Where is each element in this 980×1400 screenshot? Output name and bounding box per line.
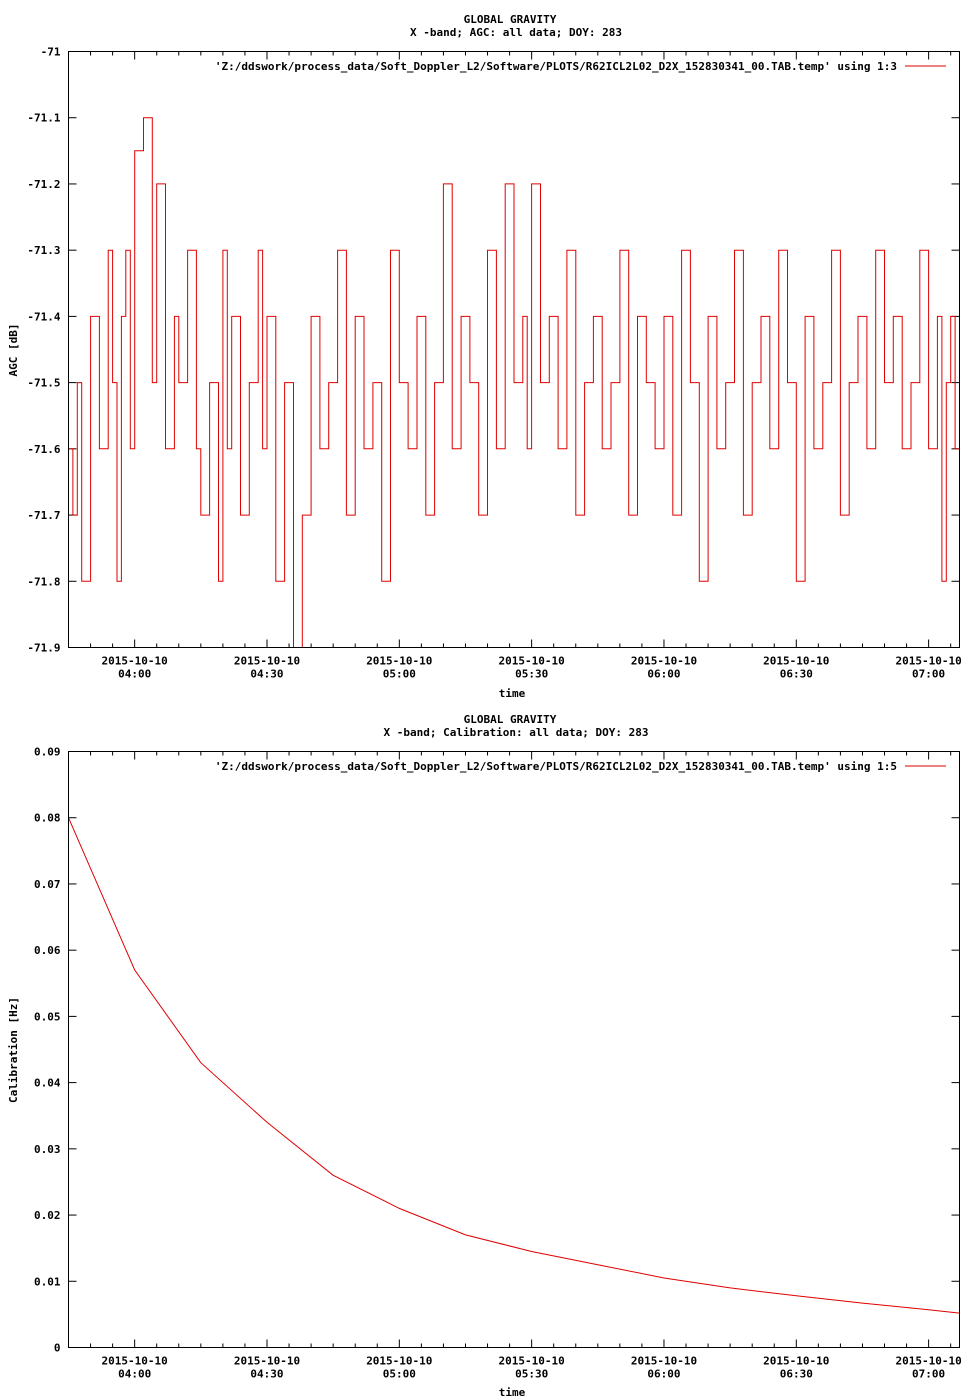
legend-label: 'Z:/ddswork/process_data/Soft_Doppler_L2… <box>215 60 897 73</box>
x-tick-time: 04:00 <box>118 1368 151 1381</box>
plot-frame <box>68 51 960 648</box>
ticks: -71 -71.1 -71.2 -71.3 -71.4 -71.5 -71.6 -71.7 -7… <box>27 46 961 681</box>
series-marks <box>68 817 960 1314</box>
x-tick-date: 2015-10-10 <box>102 655 168 668</box>
y-tick-label: -71.9 <box>27 642 60 655</box>
series-line-0 <box>68 817 960 1314</box>
x-tick-time: 04:30 <box>250 668 283 681</box>
x-tick-time: 05:30 <box>515 668 548 681</box>
y-tick-label: 0.03 <box>34 1143 61 1156</box>
y-tick-label: 0 <box>54 1342 61 1355</box>
x-tick-date: 2015-10-10 <box>234 655 300 668</box>
y-axis-label: Calibration [Hz] <box>7 997 20 1103</box>
y-tick-label: 0.02 <box>34 1209 61 1222</box>
chart-title: GLOBAL GRAVITY <box>464 713 557 726</box>
x-tick-time: 06:30 <box>780 668 813 681</box>
x-tick-time: 07:00 <box>912 1368 945 1381</box>
y-tick-label: -71 <box>41 46 61 59</box>
x-tick-time: 05:00 <box>383 1368 416 1381</box>
chart-subtitle: X -band; AGC: all data; DOY: 283 <box>410 26 622 39</box>
x-axis-label: time <box>499 1386 526 1399</box>
x-tick-date: 2015-10-10 <box>234 1355 300 1368</box>
agc-chart: GLOBAL GRAVITY X -band; AGC: all data; D… <box>7 13 962 700</box>
y-tick-label: -71.6 <box>27 443 60 456</box>
calibration-chart: GLOBAL GRAVITY X -band; Calibration: all… <box>7 713 962 1399</box>
x-tick-date: 2015-10-10 <box>102 1355 168 1368</box>
x-tick-date: 2015-10-10 <box>763 1355 829 1368</box>
x-axis-label: time <box>499 687 526 700</box>
y-tick-label: 0.07 <box>34 878 61 891</box>
y-tick-label: -71.1 <box>27 112 60 125</box>
series-line-0 <box>68 117 960 648</box>
x-tick-time: 05:30 <box>515 1368 548 1381</box>
y-tick-label: -71.5 <box>27 377 60 390</box>
x-tick-date: 2015-10-10 <box>896 655 962 668</box>
chart-subtitle: X -band; Calibration: all data; DOY: 283 <box>384 726 649 739</box>
y-tick-label: -71.2 <box>27 178 60 191</box>
y-tick-label: 0.01 <box>34 1275 61 1288</box>
y-tick-label: 0.08 <box>34 812 61 825</box>
y-tick-label: -71.7 <box>27 509 60 522</box>
y-tick-label: 0.05 <box>34 1010 61 1023</box>
x-tick-time: 04:30 <box>250 1368 283 1381</box>
x-tick-date: 2015-10-10 <box>631 1355 697 1368</box>
x-tick-time: 07:00 <box>912 668 945 681</box>
x-tick-time: 04:00 <box>118 668 151 681</box>
x-tick-time: 05:00 <box>383 668 416 681</box>
y-tick-label: 0.09 <box>34 746 61 759</box>
x-tick-time: 06:00 <box>647 668 680 681</box>
y-axis-label: AGC [dB] <box>7 324 20 377</box>
x-tick-date: 2015-10-10 <box>499 655 565 668</box>
plot-frame <box>68 751 960 1348</box>
chart-title: GLOBAL GRAVITY <box>464 13 557 26</box>
y-tick-label: -71.8 <box>27 575 60 588</box>
y-tick-label: -71.4 <box>27 310 60 323</box>
legend-label: 'Z:/ddswork/process_data/Soft_Doppler_L2… <box>215 760 897 773</box>
x-tick-date: 2015-10-10 <box>499 1355 565 1368</box>
x-tick-date: 2015-10-10 <box>366 655 432 668</box>
y-tick-label: -71.3 <box>27 244 60 257</box>
x-tick-date: 2015-10-10 <box>763 655 829 668</box>
x-tick-time: 06:00 <box>647 1368 680 1381</box>
x-tick-time: 06:30 <box>780 1368 813 1381</box>
x-tick-date: 2015-10-10 <box>366 1355 432 1368</box>
series-marks <box>68 117 960 648</box>
ticks: 0 0.01 0.02 0.03 0.04 0.05 0.06 0.07 0.08 0.09 201… <box>34 746 962 1381</box>
y-tick-label: 0.04 <box>34 1077 61 1090</box>
x-tick-date: 2015-10-10 <box>631 655 697 668</box>
y-tick-label: 0.06 <box>34 944 61 957</box>
x-tick-date: 2015-10-10 <box>896 1355 962 1368</box>
